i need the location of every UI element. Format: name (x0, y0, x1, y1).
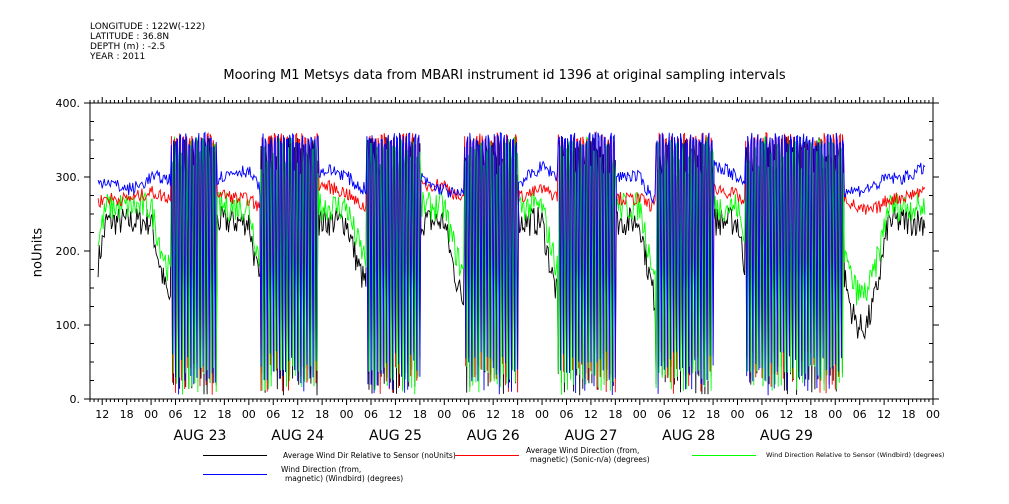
plot-lines (97, 130, 926, 396)
x-tick-label: 12 (388, 408, 402, 421)
x-day-label: AUG 27 (564, 428, 617, 444)
y-tick-label: 200. (56, 245, 81, 258)
legend-label-green: Wind Direction Relative to Sensor (Windb… (766, 451, 945, 459)
x-day-label: AUG 24 (271, 428, 324, 444)
x-tick-label: 06 (657, 408, 671, 421)
x-tick-label: 18 (217, 408, 231, 421)
x-tick-label: 18 (315, 408, 329, 421)
x-tick-label: 06 (462, 408, 476, 421)
legend-swatch-green (692, 455, 756, 456)
x-tick-label: 18 (902, 408, 916, 421)
y-tick-label: 0. (70, 393, 81, 406)
x-day-label: AUG 25 (369, 428, 422, 444)
x-tick-label: 06 (559, 408, 573, 421)
legend-label-red-1: Average Wind Direction (from, (526, 446, 640, 455)
x-tick-label: 12 (95, 408, 109, 421)
x-tick-label: 00 (731, 408, 745, 421)
legend-swatch-black (203, 455, 267, 456)
x-tick-label: 00 (242, 408, 256, 421)
x-tick-label: 00 (340, 408, 354, 421)
y-tick-label: 400. (56, 97, 81, 110)
x-tick-label: 12 (291, 408, 305, 421)
x-tick-label: 18 (804, 408, 818, 421)
chart-title: Mooring M1 Metsys data from MBARI instru… (223, 68, 786, 83)
depth-label: DEPTH (m) : -2.5 (90, 42, 166, 52)
x-tick-label: 18 (706, 408, 720, 421)
x-day-label: AUG 26 (467, 428, 520, 444)
legend-label-red-2: magnetic) (Sonic-n/a) (degrees) (530, 455, 650, 464)
x-tick-label: 12 (779, 408, 793, 421)
x-tick-label: 00 (828, 408, 842, 421)
x-tick-label: 00 (926, 408, 940, 421)
x-tick-label: 06 (266, 408, 280, 421)
x-tick-label: 06 (364, 408, 378, 421)
x-tick-label: 06 (853, 408, 867, 421)
x-tick-label: 12 (584, 408, 598, 421)
x-tick-label: 18 (608, 408, 622, 421)
y-tick-label: 300. (56, 171, 81, 184)
x-day-label: AUG 28 (662, 428, 715, 444)
latitude-label: LATITUDE : 36.8N (90, 32, 170, 42)
legend-label-blue-1: Wind Direction (from, (281, 465, 362, 474)
x-day-label: AUG 29 (760, 428, 813, 444)
x-tick-label: 06 (169, 408, 183, 421)
year-label: YEAR : 2011 (90, 52, 146, 62)
longitude-label: LONGITUDE : 122W(-122) (90, 22, 206, 32)
x-tick-label: 12 (486, 408, 500, 421)
x-tick-label: 18 (511, 408, 525, 421)
axes: 0. 100. 200. 300. 400. 12 18 00 06 12 18 00 06 12 18 00… (56, 97, 940, 444)
legend-swatch-blue (203, 474, 267, 475)
legend-swatch-red (455, 455, 519, 456)
x-tick-label: 18 (413, 408, 427, 421)
x-tick-label: 06 (755, 408, 769, 421)
legend-label-black: Average Wind Dir Relative to Sensor (noU… (283, 451, 456, 460)
x-tick-label: 00 (535, 408, 549, 421)
x-tick-label: 00 (437, 408, 451, 421)
series-line-blue (97, 130, 926, 396)
x-tick-label: 12 (193, 408, 207, 421)
x-day-label: AUG 23 (173, 428, 226, 444)
x-tick-label: 18 (120, 408, 134, 421)
legend-label-blue-2: magnetic) (Windbird) (degrees) (285, 474, 404, 483)
x-tick-label: 00 (633, 408, 647, 421)
y-tick-label: 100. (56, 319, 81, 332)
x-tick-label: 12 (877, 408, 891, 421)
x-tick-label: 00 (144, 408, 158, 421)
x-tick-label: 12 (682, 408, 696, 421)
